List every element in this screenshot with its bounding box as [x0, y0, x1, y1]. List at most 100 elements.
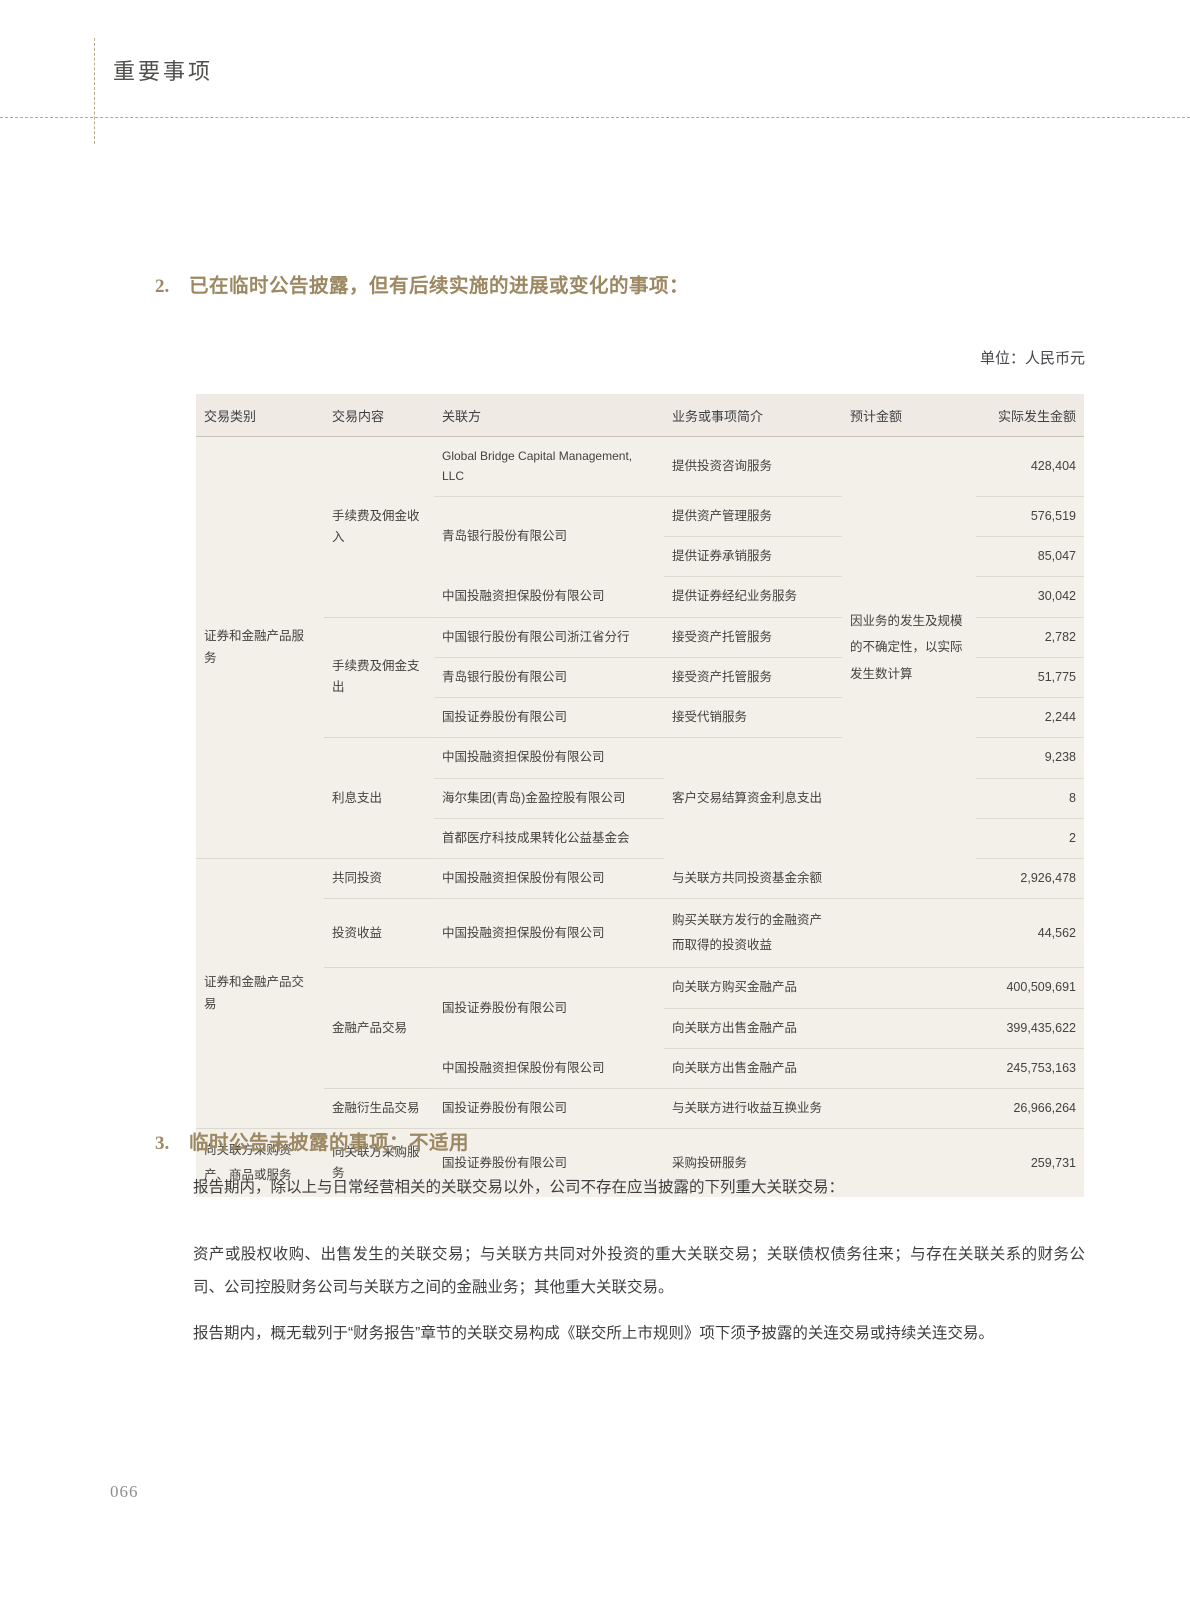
cell-actual-amount: 2,926,478 — [976, 858, 1084, 900]
currency-unit-note: 单位：人民币元 — [979, 350, 1085, 367]
cell-estimate-amount — [842, 898, 976, 969]
cell-party: 中国投融资担保股份有限公司 — [434, 576, 664, 618]
cell-party: 中国投融资担保股份有限公司 — [434, 898, 664, 969]
cell-content: 共同投资 — [324, 858, 434, 900]
cell-party: 中国投融资担保股份有限公司 — [434, 737, 664, 779]
cell-content: 手续费及佣金支出 — [324, 617, 434, 739]
column-header-actual: 实际发生金额 — [976, 394, 1084, 437]
column-header-category: 交易类别 — [196, 394, 324, 437]
section-heading-2: 2. 已在临时公告披露，但有后续实施的进展或变化的事项： — [155, 269, 689, 298]
cell-actual-amount: 400,509,691 — [976, 967, 1084, 1009]
cell-description: 向关联方出售金融产品 — [664, 1008, 842, 1049]
cell-party: 海尔集团(青岛)金盈控股有限公司 — [434, 778, 664, 819]
cell-category: 证券和金融产品服务 — [196, 436, 324, 860]
section-heading-3: 3. 临时公告未披露的事项：不适用 — [155, 1126, 469, 1155]
cell-actual-amount: 9,238 — [976, 737, 1084, 779]
cell-actual-amount: 399,435,622 — [976, 1008, 1084, 1049]
table-row: 青岛银行股份有限公司 接受资产托管服务 51,775 — [196, 657, 1084, 699]
cell-party: 国投证券股份有限公司 — [442, 1155, 568, 1170]
table-row: 向关联方出售金融产品 399,435,622 — [196, 1008, 1084, 1049]
cell-party: Global Bridge Capital Management, LLC — [434, 436, 664, 497]
cell-description: 接受资产托管服务 — [664, 657, 842, 699]
cell-actual-amount: 85,047 — [976, 536, 1084, 578]
cell-party: 青岛银行股份有限公司 — [434, 657, 664, 699]
table-row: 向关联方采购资产、商品或服务 向关联方采购服务 国投证券股份有限公司 采购投研服… — [196, 1129, 1084, 1198]
cell-estimate-amount — [842, 858, 976, 900]
cell-actual-amount: 26,966,264 — [976, 1088, 1084, 1130]
cell-party: 国投证券股份有限公司 — [442, 1000, 568, 1015]
table-row: 提供证券承销服务 85,047 — [196, 536, 1084, 578]
cell-party: 国投证券股份有限公司 — [434, 697, 664, 739]
cell-actual-amount: 2 — [976, 818, 1084, 860]
cell-actual-amount: 30,042 — [976, 576, 1084, 618]
cell-description: 向关联方购买金融产品 — [664, 967, 842, 1009]
section-number-3: 3. — [155, 1133, 170, 1154]
body-paragraph-2: 资产或股权收购、出售发生的关联交易；与关联方共同对外投资的重大关联交易；关联债权… — [193, 1246, 1085, 1296]
table-row: 金融衍生品交易 国投证券股份有限公司 与关联方进行收益互换业务 26,966,2… — [196, 1088, 1084, 1130]
related-party-transactions-table-wrapper: 交易类别 交易内容 关联方 业务或事项简介 预计金额 实际发生金额 证券和金融产… — [196, 394, 1084, 1198]
cell-content: 手续费及佣金收入 — [324, 436, 434, 618]
table-row: 金融产品交易 国投证券股份有限公司 向关联方购买金融产品 400,509,691 — [196, 967, 1084, 1090]
cell-description: 与关联方进行收益互换业务 — [664, 1088, 842, 1130]
cell-estimate-amount — [842, 1048, 976, 1090]
cell-description: 提供资产管理服务 — [664, 496, 842, 538]
column-header-estimate: 预计金额 — [842, 394, 976, 437]
cell-party: 国投证券股份有限公司 — [434, 1088, 664, 1130]
cell-content: 投资收益 — [324, 898, 434, 969]
cell-actual-amount: 2,244 — [976, 697, 1084, 739]
cell-description: 提供证券经纪业务服务 — [664, 576, 842, 618]
cell-actual-amount: 51,775 — [976, 657, 1084, 699]
body-paragraph-3: 报告期内，概无载列于“财务报告”章节的关联交易构成《联交所上市规则》项下须予披露… — [193, 1325, 994, 1342]
cell-actual-amount: 44,562 — [976, 898, 1084, 969]
table-row: 利息支出 中国投融资担保股份有限公司 客户交易结算资金利息支出 9,238 — [196, 737, 1084, 860]
cell-party: 中国投融资担保股份有限公司 — [434, 1048, 664, 1090]
cell-description: 提供投资咨询服务 — [664, 436, 842, 497]
cell-actual-amount: 259,731 — [1030, 1155, 1076, 1170]
column-header-description: 业务或事项简介 — [664, 394, 842, 437]
cell-description: 采购投研服务 — [672, 1155, 748, 1170]
cell-party: 中国投融资担保股份有限公司 — [434, 858, 664, 900]
cell-category: 证券和金融产品交易 — [196, 858, 324, 1130]
table-row: 青岛银行股份有限公司 提供资产管理服务 576,519 — [196, 496, 1084, 543]
cell-estimate-amount — [842, 967, 976, 1009]
column-header-content: 交易内容 — [324, 394, 434, 437]
cell-actual-amount: 2,782 — [976, 617, 1084, 658]
column-header-party: 关联方 — [434, 394, 664, 437]
cell-description: 接受代销服务 — [664, 697, 842, 739]
cell-estimate-amount: 因业务的发生及规模的不确定性，以实际发生数计算 — [850, 614, 963, 681]
table-row: 投资收益 中国投融资担保股份有限公司 购买关联方发行的金融资产而取得的投资收益 … — [196, 898, 1084, 969]
body-paragraph-1: 报告期内，除以上与日常经营相关的关联交易以外，公司不存在应当披露的下列重大关联交… — [193, 1179, 845, 1196]
cell-actual-amount: 428,404 — [976, 436, 1084, 497]
cell-actual-amount: 245,753,163 — [976, 1048, 1084, 1090]
cell-party: 首都医疗科技成果转化公益基金会 — [434, 818, 664, 860]
cell-content: 金融衍生品交易 — [324, 1088, 434, 1130]
section-number-2: 2. — [155, 276, 170, 297]
running-header-title: 重要事项 — [113, 59, 214, 84]
table-row: 证券和金融产品交易 共同投资 中国投融资担保股份有限公司 与关联方共同投资基金余… — [196, 858, 1084, 1130]
cell-content: 利息支出 — [324, 737, 434, 860]
cell-description: 向关联方出售金融产品 — [664, 1048, 842, 1090]
table-row: 首都医疗科技成果转化公益基金会 2 — [196, 818, 1084, 860]
section-title-2: 已在临时公告披露，但有后续实施的进展或变化的事项： — [189, 275, 690, 297]
table-row: 证券和金融产品服务 手续费及佣金收入 Global Bridge Capital… — [196, 436, 1084, 860]
page-number: 066 — [110, 1482, 139, 1501]
cell-actual-amount: 8 — [976, 778, 1084, 819]
cell-estimate-amount — [842, 1008, 976, 1049]
cell-actual-amount: 576,519 — [976, 496, 1084, 538]
section-title-3: 临时公告未披露的事项：不适用 — [189, 1132, 470, 1154]
header-dashed-horizontal-rule — [0, 117, 1190, 118]
cell-description: 与关联方共同投资基金余额 — [664, 858, 842, 900]
page-running-header: 重要事项 — [0, 0, 1190, 150]
cell-content: 金融产品交易 — [324, 967, 434, 1090]
header-dashed-vertical-rule — [94, 38, 95, 144]
cell-content: 向关联方采购服务 — [332, 1145, 420, 1181]
table-row: 中国投融资担保股份有限公司 向关联方出售金融产品 245,753,163 — [196, 1048, 1084, 1090]
cell-description: 接受资产托管服务 — [664, 617, 842, 658]
cell-party: 中国银行股份有限公司浙江省分行 — [434, 617, 664, 658]
cell-category: 向关联方采购资产、商品或服务 — [204, 1143, 292, 1183]
cell-description: 提供证券承销服务 — [664, 536, 842, 578]
cell-description: 购买关联方发行的金融资产而取得的投资收益 — [664, 898, 842, 969]
table-row: 中国投融资担保股份有限公司 提供证券经纪业务服务 30,042 — [196, 576, 1084, 618]
cell-estimate-amount — [842, 1088, 976, 1130]
related-party-transactions-table: 交易类别 交易内容 关联方 业务或事项简介 预计金额 实际发生金额 证券和金融产… — [196, 394, 1084, 1198]
